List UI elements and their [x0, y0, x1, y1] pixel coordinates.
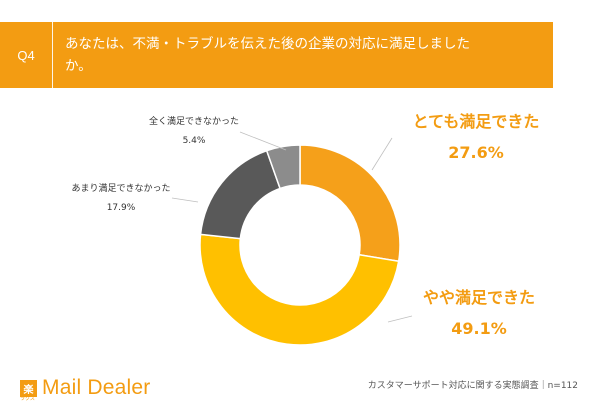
survey-footnote: カスタマーサポート対応に関する実態調査｜n=112 [367, 381, 578, 391]
label-somewhat-satisfied: やや満足できた [423, 288, 535, 307]
value-very-satisfied: 27.6% [448, 143, 504, 162]
slice-not-at-all-satisfied [265, 144, 301, 190]
logo-badge: 楽 [20, 379, 37, 397]
leader-somewhat-satisfied [387, 315, 413, 323]
label-very-satisfied: とても満足できた [413, 112, 540, 131]
slice-not-very-satisfied [199, 149, 281, 240]
leader-not-very-satisfied [171, 197, 199, 203]
question-header: Q4 あなたは、不満・トラブルを伝えた後の企業の対応に満足しましたか。 [0, 22, 553, 88]
slice-very-satisfied [299, 144, 401, 263]
logo-name: Mail Dealer [42, 376, 151, 399]
logo-subtext: ラクス [20, 396, 35, 402]
question-title: あなたは、不満・トラブルを伝えた後の企業の対応に満足しましたか。 [65, 36, 470, 74]
label-not-at-all-satisfied: 全く満足できなかった [149, 115, 239, 127]
leader-very-satisfied [371, 137, 393, 171]
label-not-very-satisfied: あまり満足できなかった [71, 183, 170, 194]
value-not-at-all-satisfied: 5.4% [183, 136, 206, 146]
leader-not-at-all-satisfied [239, 131, 287, 151]
value-not-very-satisfied: 17.9% [107, 203, 136, 213]
value-somewhat-satisfied: 49.1% [451, 319, 507, 338]
brand-logo: 楽 ラクス Mail Dealer [20, 376, 151, 402]
question-number: Q4 [0, 22, 53, 88]
slice-somewhat-satisfied [199, 233, 400, 346]
